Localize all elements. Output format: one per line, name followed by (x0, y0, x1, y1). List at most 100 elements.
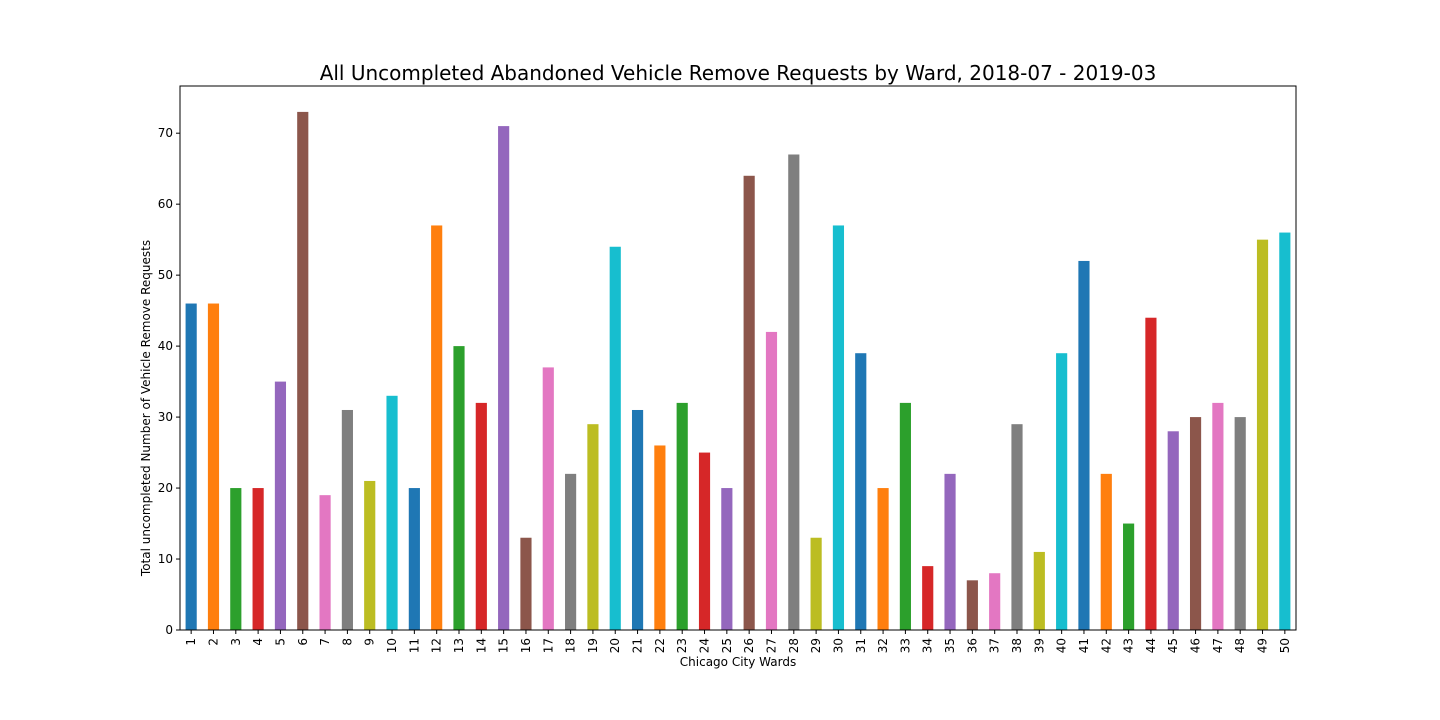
bar-ward-15 (498, 126, 510, 630)
x-tick-label: 4 (251, 638, 265, 646)
x-tick-label: 13 (452, 638, 466, 653)
bar-ward-22 (654, 445, 666, 630)
x-tick-label: 20 (608, 638, 622, 653)
bar-ward-50 (1279, 232, 1291, 631)
x-tick-label: 44 (1144, 638, 1158, 653)
bar-ward-37 (989, 573, 1001, 630)
bar-ward-43 (1123, 523, 1135, 630)
x-tick-label: 24 (698, 638, 712, 653)
bar-ward-45 (1167, 431, 1179, 630)
x-axis-title: Chicago City Wards (680, 655, 796, 669)
bar-ward-30 (832, 225, 845, 630)
plot-frame (179, 85, 1297, 631)
x-tick-label: 38 (1010, 638, 1024, 653)
x-tick-label: 15 (497, 638, 511, 653)
x-tick-label: 49 (1256, 638, 1270, 653)
bar-ward-28 (788, 154, 800, 631)
x-tick-label: 32 (876, 638, 890, 653)
x-tick-label: 11 (407, 638, 421, 653)
bar-ward-23 (676, 402, 688, 630)
x-tick-label: 45 (1166, 638, 1180, 653)
bar-ward-29 (810, 537, 822, 630)
bar-ward-34 (922, 566, 934, 630)
x-tick-label: 5 (273, 638, 287, 646)
x-tick-label: 21 (631, 638, 645, 653)
bar-ward-5 (274, 381, 287, 630)
bar-ward-26 (743, 175, 755, 630)
bar-ward-27 (765, 331, 778, 630)
x-tick-label: 7 (318, 638, 332, 646)
x-tick-label: 26 (742, 638, 756, 653)
x-tick-label: 30 (831, 638, 845, 653)
x-tick-label: 3 (229, 638, 243, 646)
bar-ward-33 (899, 402, 911, 630)
bar-ward-36 (966, 580, 978, 630)
x-tick-label: 17 (541, 638, 555, 653)
bar-ward-11 (408, 488, 420, 630)
x-tick-label: 41 (1077, 638, 1091, 653)
bar-ward-10 (386, 395, 398, 630)
x-tick-label: 28 (787, 638, 801, 653)
bar-ward-2 (207, 303, 220, 630)
x-tick-label: 1 (184, 638, 198, 646)
bar-ward-48 (1234, 417, 1246, 630)
bar-ward-44 (1145, 317, 1157, 630)
x-tick-label: 27 (764, 638, 778, 653)
bar-ward-20 (609, 246, 621, 630)
x-tick-label: 50 (1278, 638, 1292, 653)
x-tick-label: 29 (809, 638, 823, 653)
bar-ward-32 (877, 488, 889, 630)
x-tick-label: 6 (296, 638, 310, 646)
x-tick-label: 14 (474, 638, 488, 653)
y-tick-label: 70 (158, 126, 173, 140)
bar-ward-21 (631, 409, 644, 630)
bar-ward-25 (721, 488, 733, 630)
bar-ward-14 (475, 402, 487, 630)
bar-ward-9 (364, 480, 376, 630)
bar-ward-39 (1033, 551, 1045, 630)
x-tick-label: 39 (1032, 638, 1046, 653)
bar-ward-1 (185, 303, 197, 630)
y-axis: 0 10 20 30 40 50 60 70 (158, 126, 180, 637)
bar-ward-3 (230, 488, 242, 630)
x-tick-label: 8 (340, 638, 354, 646)
y-tick-label: 10 (158, 552, 173, 566)
x-tick-label: 42 (1099, 638, 1113, 653)
bar-ward-40 (1056, 353, 1068, 630)
bar-ward-18 (565, 473, 577, 630)
y-tick-label: 20 (158, 481, 173, 495)
bar-ward-42 (1100, 473, 1112, 630)
bar-ward-12 (431, 225, 443, 630)
x-tick-label: 18 (564, 638, 578, 653)
x-tick-label: 16 (519, 638, 533, 653)
bar-ward-17 (542, 367, 554, 630)
x-tick-label: 25 (720, 638, 734, 653)
x-tick-label: 35 (943, 638, 957, 653)
bar-ward-4 (252, 488, 264, 630)
x-tick-label: 33 (898, 638, 912, 653)
bar-ward-47 (1212, 402, 1224, 630)
bar-ward-13 (453, 346, 465, 630)
x-tick-label: 46 (1189, 638, 1203, 653)
bar-ward-7 (319, 495, 331, 630)
x-tick-label: 19 (586, 638, 600, 653)
bar-ward-8 (341, 409, 353, 630)
y-tick-label: 60 (158, 197, 173, 211)
x-tick-label: 9 (363, 638, 377, 646)
bar-ward-41 (1078, 260, 1090, 630)
chart-title: All Uncompleted Abandoned Vehicle Remove… (320, 61, 1157, 85)
y-tick-label: 0 (165, 623, 173, 637)
x-tick-label: 2 (206, 638, 220, 646)
y-axis-title: Total uncompleted Number of Vehicle Remo… (139, 240, 153, 577)
y-tick-label: 50 (158, 268, 173, 282)
x-tick-label: 36 (965, 638, 979, 653)
x-axis: 1 2 3 4 5 6 7 8 9 10 11 12 13 14 15 16 17 18 19 20 21 22 23 24 2… (184, 630, 1292, 653)
bar-ward-35 (944, 473, 956, 630)
bar-ward-38 (1011, 424, 1023, 630)
bar-ward-49 (1256, 239, 1269, 630)
bar-ward-19 (587, 424, 599, 630)
bar-ward-46 (1189, 417, 1202, 630)
x-tick-label: 22 (653, 638, 667, 653)
